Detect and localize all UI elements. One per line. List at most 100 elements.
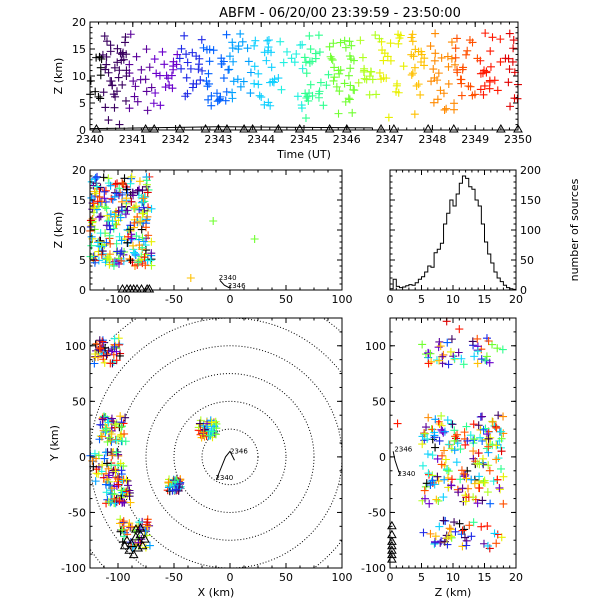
source-point [207, 101, 216, 110]
source-point [332, 82, 341, 91]
source-point [451, 60, 459, 69]
source-point [195, 419, 204, 428]
source-point [330, 73, 339, 82]
source-point [228, 38, 237, 47]
source-point [118, 437, 127, 446]
x-tick-label: 0 [387, 293, 394, 306]
source-point [458, 526, 467, 535]
source-point [499, 429, 508, 438]
source-point [478, 412, 487, 421]
source-point [141, 75, 150, 84]
station-marker [136, 283, 147, 293]
source-point [177, 44, 186, 53]
source-point [129, 241, 138, 250]
source-point [344, 71, 353, 80]
source-point [126, 179, 135, 188]
source-point [107, 461, 116, 470]
source-point [110, 63, 119, 72]
source-point [113, 44, 122, 53]
range-rings [90, 318, 342, 568]
source-point [435, 522, 444, 531]
source-point [250, 62, 259, 71]
source-point [98, 50, 107, 59]
source-point [296, 41, 305, 50]
source-point [147, 83, 156, 92]
source-point [470, 352, 479, 361]
source-point [493, 475, 502, 484]
source-point [418, 440, 427, 449]
source-point [444, 440, 453, 449]
source-point [207, 91, 216, 100]
source-point [434, 69, 443, 78]
source-point [143, 188, 152, 197]
station-marker [140, 123, 151, 133]
zy-panel: 2346 2340 0 5 10 15 20 -100 -50 0 50 100 Z (km) [361, 317, 523, 599]
source-point [496, 57, 505, 66]
x-tick-label: 2346 [333, 133, 361, 146]
source-point [107, 429, 116, 438]
source-point [138, 217, 147, 226]
source-point [107, 347, 116, 356]
station-marker [448, 123, 459, 133]
source-point [127, 172, 136, 181]
source-point [450, 426, 459, 435]
source-point [167, 71, 176, 80]
source-point [379, 56, 388, 65]
source-point [229, 77, 238, 86]
source-point [431, 29, 440, 38]
source-point [497, 427, 506, 436]
source-point [492, 539, 501, 548]
source-point [111, 467, 120, 476]
source-point [124, 481, 133, 490]
source-point [499, 412, 508, 421]
source-point [443, 338, 452, 347]
source-point [105, 231, 114, 240]
source-point [234, 42, 243, 51]
source-point [315, 48, 324, 57]
source-point [113, 58, 122, 67]
source-point [473, 459, 482, 468]
source-point [125, 60, 134, 69]
source-point [462, 541, 471, 550]
source-point [504, 78, 513, 87]
y-tick-label: 100 [365, 340, 386, 353]
source-point [450, 436, 459, 445]
source-point [326, 52, 335, 61]
source-point [94, 451, 103, 460]
source-point [129, 203, 138, 212]
source-point [422, 479, 431, 488]
source-point [437, 460, 446, 469]
x-tick-label: 2341 [119, 133, 147, 146]
source-point [213, 89, 221, 98]
y-axis-label: Z (km) [52, 58, 65, 95]
source-point [250, 235, 259, 243]
source-point [416, 90, 425, 99]
source-point [483, 488, 492, 497]
source-point [188, 48, 197, 57]
source-point [95, 52, 104, 61]
source-point [138, 233, 147, 242]
source-point [136, 217, 145, 226]
source-point [93, 197, 102, 206]
x-axis-label: Time (UT) [276, 148, 331, 161]
source-point [123, 476, 132, 485]
source-point [130, 92, 139, 101]
source-point [425, 499, 434, 508]
source-point [429, 98, 438, 107]
y-tick-label: 10 [72, 224, 86, 237]
source-point [417, 58, 426, 67]
source-point [424, 413, 433, 422]
y-tick-label: 100 [520, 224, 541, 237]
source-point [97, 250, 106, 259]
histogram-step [389, 175, 517, 290]
source-point [112, 448, 121, 457]
source-point [478, 496, 487, 505]
source-point [102, 37, 111, 46]
source-point [418, 461, 427, 470]
x-tick-label: 5 [418, 293, 425, 306]
source-point [123, 206, 132, 215]
source-point [116, 493, 125, 502]
source-point [475, 472, 484, 481]
source-point [306, 80, 315, 89]
